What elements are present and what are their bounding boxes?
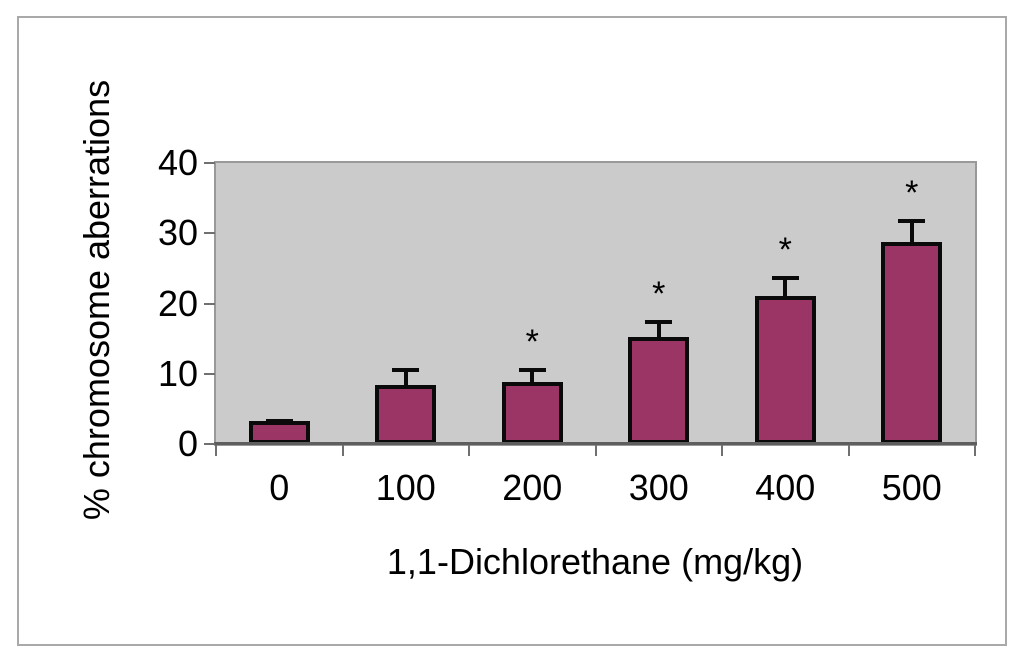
x-axis-line — [214, 442, 977, 445]
x-tick-label: 500 — [881, 467, 942, 508]
x-tick-label: 200 — [502, 467, 563, 508]
error-bar-cap — [265, 418, 293, 423]
error-bar-cap — [392, 368, 420, 373]
x-tick-mark — [974, 445, 976, 456]
error-bar-cap — [898, 219, 926, 224]
significance-asterisk: * — [778, 230, 792, 269]
figure-border — [17, 16, 1007, 646]
y-tick-label: 30 — [157, 212, 198, 254]
x-tick-mark — [215, 445, 217, 456]
y-tick-label: 10 — [157, 352, 198, 394]
x-tick-label: 300 — [628, 467, 689, 508]
plot-area: * * * * — [214, 161, 977, 446]
error-bar-stem — [656, 321, 661, 342]
bar-500 — [881, 241, 943, 444]
y-tick-mark — [204, 232, 215, 235]
error-bar-stem — [909, 221, 914, 246]
y-tick-mark — [204, 443, 215, 445]
x-tick-mark — [468, 445, 470, 456]
significance-asterisk: * — [905, 174, 919, 213]
x-tick-label: 400 — [755, 467, 816, 508]
x-tick-mark — [594, 445, 597, 456]
x-tick-label: 100 — [375, 467, 436, 508]
x-tick-label: 0 — [269, 467, 290, 508]
error-bar-stem — [277, 420, 282, 426]
error-bar-stem — [403, 370, 408, 390]
x-tick-mark — [847, 445, 850, 456]
bar-200 — [501, 382, 563, 444]
y-axis-title: % chromosome aberrations — [76, 79, 117, 521]
y-tick-label: 40 — [157, 142, 198, 183]
bar-300 — [628, 337, 690, 444]
y-tick-label: 20 — [157, 282, 198, 324]
error-bar-cap — [771, 275, 799, 280]
bar-400 — [754, 296, 816, 444]
y-tick-mark — [204, 372, 215, 375]
y-tick-label: 0 — [177, 423, 198, 464]
x-axis-title: 1,1-Dichlorethane (mg/kg) — [386, 541, 804, 582]
y-tick-mark — [204, 162, 215, 164]
y-tick-mark — [204, 302, 215, 305]
bar-100 — [375, 385, 437, 444]
x-tick-mark — [721, 445, 723, 456]
x-tick-mark — [341, 445, 344, 456]
significance-asterisk: * — [652, 274, 666, 313]
error-bar-stem — [530, 370, 535, 387]
error-bar-cap — [645, 319, 673, 324]
significance-asterisk: * — [525, 323, 539, 362]
error-bar-cap — [518, 368, 546, 373]
error-bar-stem — [783, 277, 788, 300]
